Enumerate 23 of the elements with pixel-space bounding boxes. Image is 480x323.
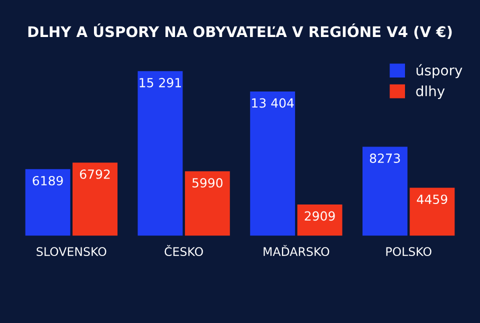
- data-label: 6189: [32, 176, 63, 186]
- x-tick-label: ČESKO: [164, 244, 203, 256]
- x-tick-label: POLSKO: [386, 247, 432, 256]
- legend-label: dlhy: [416, 86, 445, 99]
- bar: [250, 91, 296, 236]
- data-label: 8273: [370, 154, 400, 163]
- x-tick-label: MAĎARSKO: [264, 244, 330, 256]
- bar: [25, 169, 70, 236]
- data-label: 6792: [80, 169, 110, 179]
- bar: [410, 188, 455, 236]
- data-label: 13 404: [252, 98, 294, 108]
- bar: [138, 71, 183, 236]
- bar: [362, 146, 408, 236]
- chart-title: DLHY A ÚSPORY NA OBYVATEĽA V REGIÓNE V4 (V €): [28, 23, 452, 39]
- data-label: 15 291: [140, 78, 181, 88]
- x-tick-label: SLOVENSKO: [36, 247, 106, 256]
- bar: [72, 162, 118, 236]
- legend-label: úspory: [416, 64, 462, 78]
- bar: [297, 204, 342, 236]
- data-label: 2909: [304, 211, 335, 221]
- data-label: 4459: [416, 194, 448, 204]
- data-label: 5990: [192, 178, 222, 188]
- bar: [184, 171, 230, 236]
